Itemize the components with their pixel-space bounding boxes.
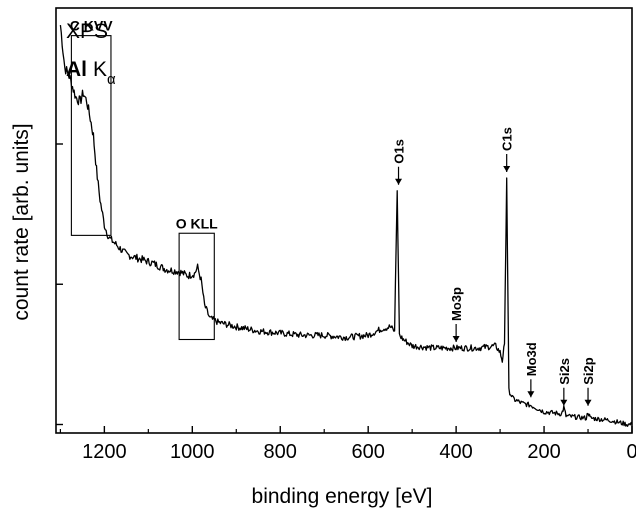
x-tick-label: 800 — [264, 441, 297, 463]
region-box — [70, 35, 112, 236]
x-tick-label: 400 — [439, 441, 472, 463]
peak-label: O1s — [392, 139, 407, 164]
peak-label: Mo3p — [449, 287, 464, 321]
peak-annotations: O1s C1s Mo3p Mo3d Si2s Si2p — [392, 127, 596, 406]
peak-label: Si2p — [581, 357, 596, 385]
y-ticks — [56, 143, 63, 426]
x-tick-label: 600 — [351, 441, 384, 463]
peak-arrowhead — [503, 166, 511, 172]
inset-technique: XPS — [66, 20, 108, 43]
inset-element: Al — [66, 58, 87, 81]
region-box-label: O KLL — [176, 215, 218, 231]
x-tick-label: 1200 — [82, 441, 127, 463]
peak-arrowhead — [560, 399, 568, 406]
plot-frame — [55, 7, 633, 434]
x-tick-label: 200 — [527, 441, 560, 463]
inset-source: Al Kα — [66, 58, 116, 88]
peak-arrowhead — [584, 399, 592, 406]
x-tick-label: 0 — [626, 441, 636, 463]
peak-arrowhead — [527, 391, 535, 398]
peak-label: Mo3d — [524, 342, 539, 376]
xps-spectrum-line — [59, 25, 633, 427]
peak-label: C1s — [500, 127, 515, 151]
x-tick-label: 1000 — [170, 441, 215, 463]
x-axis-title: binding energy [eV] — [252, 485, 433, 508]
peak-label: Si2s — [557, 358, 572, 385]
x-ticks: 1200 1000 800 600 400 200 0 — [59, 426, 636, 463]
inset-subscript: α — [107, 71, 116, 88]
y-axis-title: count rate [arb. units] — [10, 123, 33, 320]
inset-line-symbol: K — [93, 58, 107, 81]
peak-arrowhead — [395, 178, 403, 185]
region-box — [178, 232, 215, 341]
peak-arrowhead — [452, 336, 460, 342]
region-box-label: C KVV — [70, 18, 113, 34]
region-boxes: C KVV O KLL — [70, 18, 218, 341]
